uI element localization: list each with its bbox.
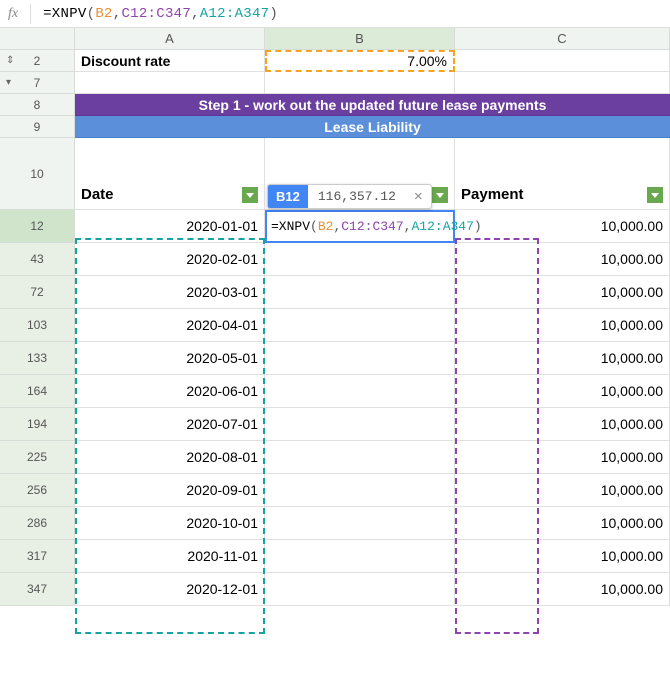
cell-date-7[interactable]: 2020-08-01 (75, 441, 265, 474)
cell-date-9[interactable]: 2020-10-01 (75, 507, 265, 540)
row-header[interactable]: 72 (0, 276, 75, 309)
col-header-a[interactable]: A (75, 28, 265, 50)
row-header-12[interactable]: 12 (0, 210, 75, 243)
cell-date-4[interactable]: 2020-05-01 (75, 342, 265, 375)
cell-b7[interactable] (265, 72, 455, 94)
row-header-7[interactable]: ▾7 (0, 72, 75, 94)
cell-date-10[interactable]: 2020-11-01 (75, 540, 265, 573)
tooltip-close-icon[interactable]: × (406, 188, 431, 205)
row-header[interactable]: 286 (0, 507, 75, 540)
cell-date-5[interactable]: 2020-06-01 (75, 375, 265, 408)
row-header-2[interactable]: ⇕2 (0, 50, 75, 72)
cell-c2[interactable] (455, 50, 670, 72)
cell-b-4[interactable] (265, 342, 455, 375)
cell-pay-3[interactable]: 10,000.00 (455, 309, 670, 342)
divider (30, 4, 31, 24)
cell-date-3[interactable]: 2020-04-01 (75, 309, 265, 342)
cell-pay-5[interactable]: 10,000.00 (455, 375, 670, 408)
spreadsheet-grid[interactable]: A B C ⇕2 Discount rate 7.00% ▾7 8 Step 1… (0, 28, 670, 606)
cell-date-8[interactable]: 2020-09-01 (75, 474, 265, 507)
formula-bar: fx =XNPV(B2,C12:C347,A12:A347) (0, 0, 670, 28)
cell-b-5[interactable] (265, 375, 455, 408)
tooltip-cell-ref: B12 (268, 185, 308, 208)
row-header[interactable]: 164 (0, 375, 75, 408)
cell-b-11[interactable] (265, 573, 455, 606)
tooltip-value: 116,357.12 (308, 185, 406, 208)
formula-tooltip: B12 116,357.12 × (267, 184, 432, 209)
cell-pay-6[interactable]: 10,000.00 (455, 408, 670, 441)
row-header[interactable]: 133 (0, 342, 75, 375)
header-date[interactable]: Date (75, 138, 265, 210)
row-header-9[interactable]: 9 (0, 116, 75, 138)
cell-pay-9[interactable]: 10,000.00 (455, 507, 670, 540)
cell-a7[interactable] (75, 72, 265, 94)
cell-b2[interactable]: 7.00% (265, 50, 455, 72)
cell-b12-editing[interactable]: B12 116,357.12 × =XNPV(B2,C12:C347,A12:A… (265, 210, 455, 243)
row-header-8[interactable]: 8 (0, 94, 75, 116)
group-collapse-icon[interactable]: ⇕ (6, 55, 14, 66)
step1-banner: Step 1 - work out the updated future lea… (75, 94, 670, 116)
cell-b-1[interactable] (265, 243, 455, 276)
row-header[interactable]: 347 (0, 573, 75, 606)
row-header[interactable]: 194 (0, 408, 75, 441)
cell-b-2[interactable] (265, 276, 455, 309)
cell-c7[interactable] (455, 72, 670, 94)
cell-date-2[interactable]: 2020-03-01 (75, 276, 265, 309)
cell-pay-4[interactable]: 10,000.00 (455, 342, 670, 375)
row-header[interactable]: 317 (0, 540, 75, 573)
cell-b-9[interactable] (265, 507, 455, 540)
cell-pay-10[interactable]: 10,000.00 (455, 540, 670, 573)
row-header[interactable]: 103 (0, 309, 75, 342)
row-header-10[interactable]: 10 (0, 138, 75, 210)
cell-date-11[interactable]: 2020-12-01 (75, 573, 265, 606)
cell-date-1[interactable]: 2020-02-01 (75, 243, 265, 276)
lease-liability-banner: Lease Liability (75, 116, 670, 138)
row-header[interactable]: 43 (0, 243, 75, 276)
cell-b-7[interactable] (265, 441, 455, 474)
formula-input[interactable]: =XNPV(B2,C12:C347,A12:A347) (43, 6, 278, 22)
fx-icon: fx (8, 6, 18, 22)
cell-a2[interactable]: Discount rate (75, 50, 265, 72)
filter-icon[interactable] (432, 187, 448, 203)
row-header[interactable]: 225 (0, 441, 75, 474)
cell-pay-11[interactable]: 10,000.00 (455, 573, 670, 606)
cell-pay-0[interactable]: 10,000.00 (455, 210, 670, 243)
cell-pay-8[interactable]: 10,000.00 (455, 474, 670, 507)
filter-icon[interactable] (242, 187, 258, 203)
cell-date-0[interactable]: 2020-01-01 (75, 210, 265, 243)
cell-pay-7[interactable]: 10,000.00 (455, 441, 670, 474)
row-header[interactable]: 256 (0, 474, 75, 507)
cell-pay-2[interactable]: 10,000.00 (455, 276, 670, 309)
group-expand-icon[interactable]: ▾ (6, 77, 11, 88)
cell-b-10[interactable] (265, 540, 455, 573)
cell-b-3[interactable] (265, 309, 455, 342)
header-payment[interactable]: Payment (455, 138, 670, 210)
cell-b-6[interactable] (265, 408, 455, 441)
cell-b-8[interactable] (265, 474, 455, 507)
cell-date-6[interactable]: 2020-07-01 (75, 408, 265, 441)
corner-cell (0, 28, 75, 50)
cell-pay-1[interactable]: 10,000.00 (455, 243, 670, 276)
col-header-c[interactable]: C (455, 28, 670, 50)
filter-icon[interactable] (647, 187, 663, 203)
col-header-b[interactable]: B (265, 28, 455, 50)
